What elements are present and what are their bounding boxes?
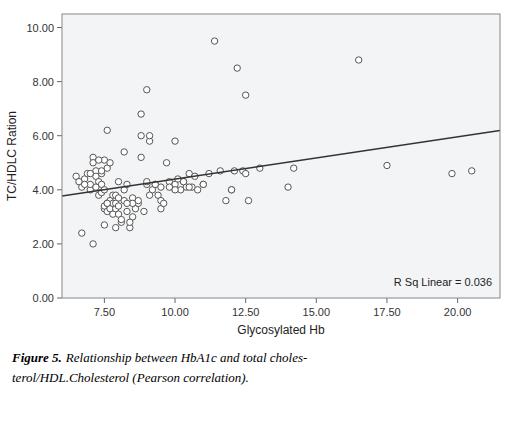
point [144, 87, 150, 93]
x-tick-label: 20.00 [444, 306, 472, 318]
y-tick [57, 298, 62, 299]
y-axis-label: TC/HDLC Ration [5, 111, 19, 201]
point [449, 170, 455, 176]
point [384, 162, 390, 168]
y-tick [57, 135, 62, 136]
point [180, 178, 186, 184]
point [79, 230, 85, 236]
point [223, 197, 229, 203]
point [200, 181, 206, 187]
point [93, 184, 99, 190]
point [141, 208, 147, 214]
y-tick-label: 0.00 [33, 292, 54, 304]
x-axis-label: Glycosylated Hb [237, 323, 325, 337]
plot-area [62, 14, 500, 298]
point [104, 200, 110, 206]
point [186, 184, 192, 190]
y-tick-label: 4.00 [33, 184, 54, 196]
point [211, 38, 217, 44]
caption-text: Relationship between HbA1c and total cho… [65, 350, 308, 365]
x-tick-label: 10.00 [161, 306, 189, 318]
y-tick [57, 81, 62, 82]
point [138, 111, 144, 117]
point [228, 187, 234, 193]
point [96, 157, 102, 163]
marks [62, 38, 500, 247]
x-tick [175, 298, 176, 303]
point [356, 57, 362, 63]
point [115, 203, 121, 209]
y-tick-label: 6.00 [33, 130, 54, 142]
y-tick [57, 27, 62, 28]
point [200, 181, 206, 187]
x-tick [245, 298, 246, 303]
point [104, 200, 110, 206]
point [107, 160, 113, 166]
annotation: R Sq Linear = 0.036 [394, 276, 492, 288]
point [115, 178, 121, 184]
point [146, 133, 152, 139]
point [234, 65, 240, 71]
y-tick-label: 10.00 [26, 22, 54, 34]
point [163, 160, 169, 166]
fit-line [62, 130, 500, 195]
point [124, 208, 130, 214]
point [166, 184, 172, 190]
point [104, 127, 110, 133]
x-tick [316, 298, 317, 303]
point [98, 168, 104, 174]
point [127, 219, 133, 225]
y-tick [57, 243, 62, 244]
point [469, 168, 475, 174]
point [172, 138, 178, 144]
point [245, 197, 251, 203]
point [180, 178, 186, 184]
chart: 7.50 10.00 12.50 15.00 17.50 20.00 0.00 2.00 4.0… [0, 0, 514, 447]
point [87, 170, 93, 176]
point [115, 195, 121, 201]
point [146, 192, 152, 198]
point [161, 200, 167, 206]
x-tick-label: 15.00 [303, 306, 331, 318]
point [118, 216, 124, 222]
point [194, 187, 200, 193]
axes: 7.50 10.00 12.50 15.00 17.50 20.00 0.00 2.00 4.0… [26, 22, 471, 318]
point [81, 181, 87, 187]
point [90, 241, 96, 247]
y-tick [57, 189, 62, 190]
point [124, 200, 130, 206]
x-tick-label: 7.50 [94, 306, 115, 318]
point [138, 133, 144, 139]
x-tick [104, 298, 105, 303]
x-tick [386, 298, 387, 303]
y-tick-label: 2.00 [33, 238, 54, 250]
caption-text: terol/HDL.Cholesterol (Pearson correlati… [12, 370, 249, 385]
point [121, 149, 127, 155]
point [285, 184, 291, 190]
background [0, 0, 514, 447]
x-tick-label: 17.50 [373, 306, 401, 318]
x-tick-label: 12.50 [232, 306, 260, 318]
plot-frame [62, 14, 500, 298]
y-tick-label: 8.00 [33, 76, 54, 88]
x-tick [457, 298, 458, 303]
caption-label: Figure 5. [11, 350, 62, 365]
point [228, 187, 234, 193]
point [291, 165, 297, 171]
point [112, 224, 118, 230]
point [242, 92, 248, 98]
point [242, 170, 248, 176]
point [138, 154, 144, 160]
point [135, 197, 141, 203]
point [101, 222, 107, 228]
